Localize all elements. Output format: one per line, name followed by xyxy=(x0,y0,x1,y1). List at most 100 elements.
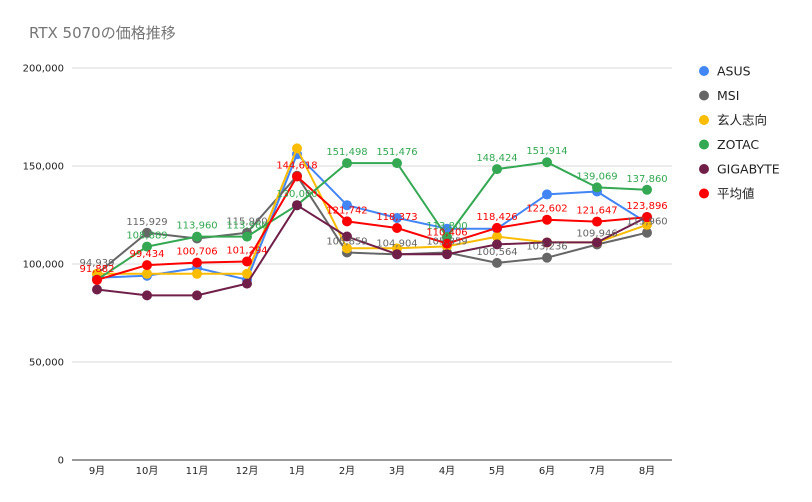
data-point xyxy=(542,214,552,225)
data-point xyxy=(392,222,402,233)
series-line xyxy=(96,161,648,281)
data-label: 113,960 xyxy=(226,221,267,232)
legend-item: ZOTAC xyxy=(699,137,759,152)
data-point xyxy=(292,143,302,154)
data-label: 100,706 xyxy=(176,247,217,258)
data-point xyxy=(242,256,252,267)
legend-item: 玄人志向 xyxy=(699,113,767,128)
legend: ASUS MSI 玄人志向 ZOTAC GIGABYTE 平均値 xyxy=(699,64,780,201)
data-point xyxy=(642,184,652,195)
data-point xyxy=(342,200,352,211)
legend-label: 玄人志向 xyxy=(717,113,767,128)
data-label: 151,476 xyxy=(376,147,417,158)
data-label: 118,373 xyxy=(376,212,417,223)
data-point xyxy=(192,231,202,242)
series-4 xyxy=(92,200,652,301)
x-tick-label: 8月 xyxy=(639,465,655,477)
data-label: 144,618 xyxy=(276,161,317,172)
data-point xyxy=(642,227,652,238)
data-label: 108,889 xyxy=(126,231,167,242)
data-label: 105,859 xyxy=(326,237,367,248)
y-tick-label: 200,000 xyxy=(23,64,64,75)
y-tick-label: 50,000 xyxy=(29,358,64,369)
data-point xyxy=(542,237,552,248)
legend-swatch xyxy=(699,90,709,101)
data-point xyxy=(242,278,252,289)
data-label: 115,960 xyxy=(626,217,667,228)
data-point xyxy=(642,219,652,230)
series-layer xyxy=(92,143,652,301)
data-point xyxy=(342,231,352,242)
data-label: 137,860 xyxy=(626,174,667,185)
legend-label: 平均値 xyxy=(717,186,755,201)
legend-swatch xyxy=(699,139,709,150)
legend-swatch xyxy=(699,66,709,76)
data-point xyxy=(592,216,602,227)
data-point xyxy=(492,231,502,242)
legend-item: GIGABYTE xyxy=(699,162,780,177)
x-tick-label: 6月 xyxy=(539,465,555,477)
data-point xyxy=(142,227,152,238)
chart-title: RTX 5070の価格推移 xyxy=(29,24,176,42)
grid-layer xyxy=(72,67,672,363)
x-tick-label: 2月 xyxy=(339,465,355,477)
data-label: 94,939 xyxy=(80,258,115,269)
data-label: 151,914 xyxy=(526,146,567,157)
data-label: 100,564 xyxy=(476,247,517,258)
data-point xyxy=(192,290,202,301)
data-point xyxy=(492,257,502,268)
axis-layer: 0 50,000 100,000 150,000 200,000 9月 10月 11月 12月 1… xyxy=(23,64,672,477)
data-point xyxy=(292,171,302,182)
data-point xyxy=(192,257,202,268)
data-point xyxy=(492,222,502,233)
data-point xyxy=(392,212,402,223)
legend-swatch xyxy=(699,188,709,199)
data-point xyxy=(242,231,252,242)
data-point xyxy=(92,274,102,285)
data-label: 130,000 xyxy=(276,189,317,200)
data-label: 113,960 xyxy=(176,221,217,232)
data-point xyxy=(142,260,152,271)
data-point xyxy=(142,268,152,279)
data-label: 105,859 xyxy=(426,237,467,248)
data-label: 109,946 xyxy=(576,229,617,240)
data-point xyxy=(292,200,302,211)
y-tick-label: 100,000 xyxy=(23,260,64,271)
data-point xyxy=(342,158,352,169)
data-label: 103,236 xyxy=(526,242,567,253)
data-label: 121,742 xyxy=(326,205,367,216)
data-point xyxy=(142,290,152,301)
data-point xyxy=(392,249,402,260)
data-point xyxy=(342,216,352,227)
data-point xyxy=(492,164,502,175)
legend-label: ASUS xyxy=(717,64,751,79)
data-point xyxy=(592,182,602,193)
x-tick-label: 11月 xyxy=(186,465,209,477)
legend-item: MSI xyxy=(699,88,739,103)
x-tick-label: 5月 xyxy=(489,465,505,477)
data-label: 113,800 xyxy=(426,221,467,232)
series-line xyxy=(96,175,648,281)
label-layer: 94,93991,882115,929108,88999,434113,9601… xyxy=(80,146,668,275)
series-line xyxy=(96,153,648,281)
legend-swatch xyxy=(699,164,709,174)
y-tick-label: 0 xyxy=(58,456,64,467)
data-point xyxy=(192,268,202,279)
data-label: 101,294 xyxy=(226,245,267,256)
data-label: 139,069 xyxy=(576,171,617,182)
y-tick-label: 150,000 xyxy=(23,162,64,173)
data-point xyxy=(542,252,552,263)
data-label: 110,406 xyxy=(426,228,467,239)
legend-swatch xyxy=(699,115,709,125)
x-tick-label: 12月 xyxy=(236,465,259,477)
data-label: 151,498 xyxy=(326,147,367,158)
series-line xyxy=(96,204,648,297)
data-label: 122,602 xyxy=(526,204,567,215)
data-point xyxy=(92,284,102,295)
data-point xyxy=(392,158,402,169)
data-point xyxy=(642,212,652,223)
data-point xyxy=(492,239,502,250)
legend-label: MSI xyxy=(717,88,739,103)
